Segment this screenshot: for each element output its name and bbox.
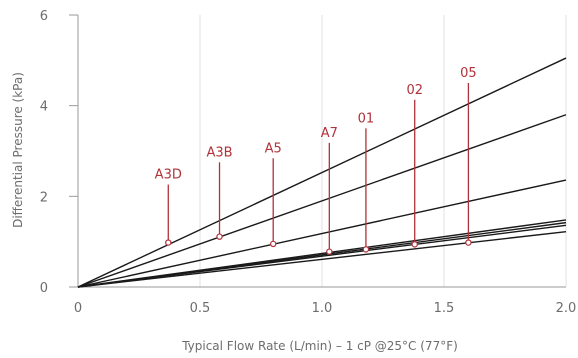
x-tick-label: 1.0	[312, 301, 333, 316]
series-line-a3b	[77, 114, 567, 288]
series-line-a3d	[77, 57, 567, 288]
annotation-marker-01	[362, 246, 370, 253]
annotation-label-05: 05	[460, 66, 477, 81]
y-tick-label: 0	[40, 281, 48, 296]
x-tick-label: 2.0	[556, 301, 577, 316]
annotation-label-a5: A5	[265, 141, 282, 156]
series-line-a5	[77, 179, 567, 288]
annotation-marker-a5	[270, 240, 277, 248]
annotation-marker-a3b	[216, 233, 223, 240]
annotation-label-a3d: A3D	[155, 168, 182, 183]
annotation-label-02: 02	[406, 83, 423, 98]
annotation-marker-a3d	[165, 239, 172, 246]
series-line-05	[77, 230, 567, 288]
y-tick-label: 4	[40, 100, 48, 115]
y-tick-label: 6	[40, 9, 48, 24]
annotation-label-a7: A7	[321, 126, 338, 141]
y-tick-label: 2	[40, 190, 48, 205]
y-axis-title: Differential Pressure (kPa)	[11, 72, 25, 228]
x-axis-title: Typical Flow Rate (L/min) – 1 cP @25°C (…	[181, 339, 458, 353]
annotation-marker-a7	[326, 248, 333, 255]
annotation-label-a3b: A3B	[206, 145, 232, 160]
annotation-marker-05	[465, 239, 472, 246]
series-line-02	[77, 224, 567, 288]
x-tick-label: 0.5	[190, 301, 211, 316]
annotation-label-01: 01	[358, 111, 375, 126]
annotation-marker-02	[411, 241, 418, 248]
x-tick-label: 0	[74, 301, 82, 316]
x-tick-label: 1.5	[434, 301, 455, 316]
